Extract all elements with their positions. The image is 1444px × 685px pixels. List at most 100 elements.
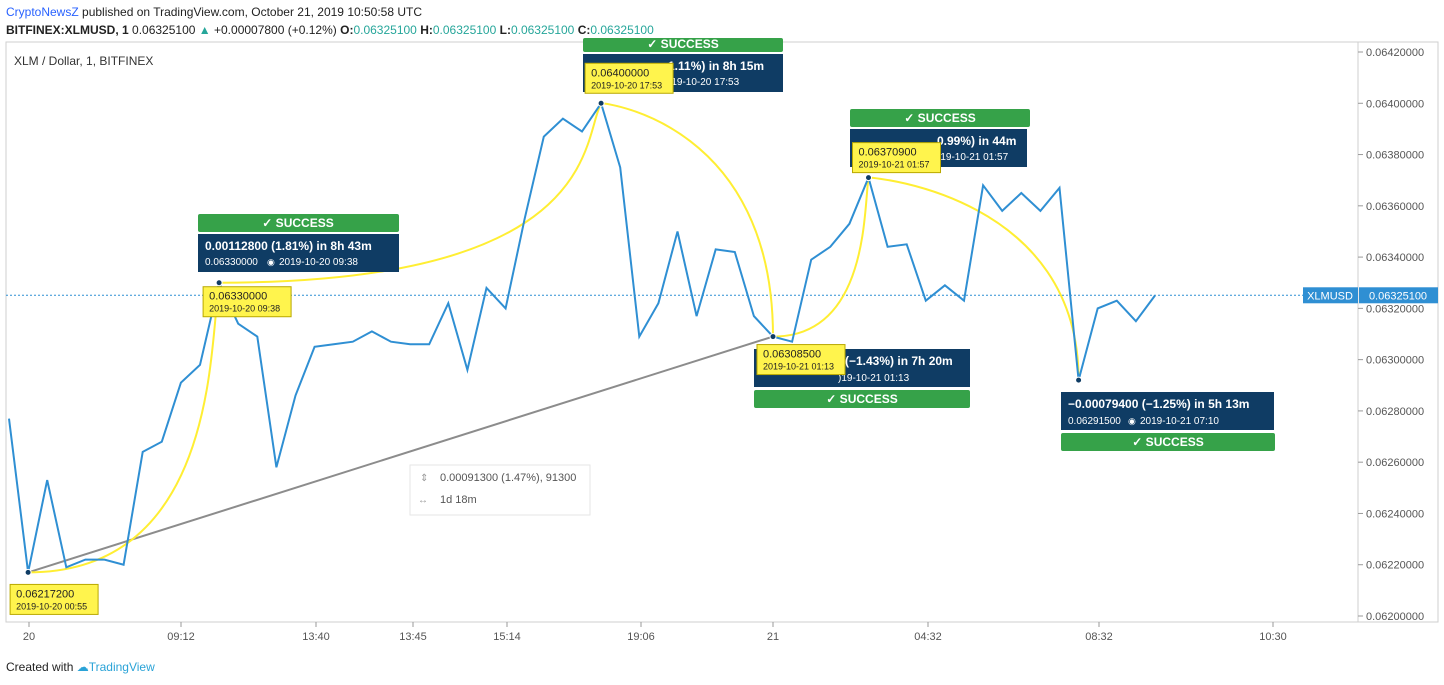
info-date-2: )19-10-20 17:53 [668, 77, 740, 88]
x-tick-label: 04:32 [914, 631, 942, 643]
chart-title: XLM / Dollar, 1, BITFINEX [14, 54, 153, 68]
y-tick-label: 0.06320000 [1366, 303, 1424, 315]
label-box [852, 142, 941, 174]
label-date: 2019-10-20 09:38 [209, 304, 280, 314]
point-marker[interactable] [24, 568, 32, 576]
price-tag-text: 0.06325100 [1369, 290, 1427, 302]
tradingview-link[interactable]: TradingView [88, 660, 155, 674]
publisher-link[interactable]: CryptoNewsZ [6, 5, 79, 19]
point-marker[interactable] [1075, 376, 1083, 384]
point-marker[interactable] [865, 174, 872, 182]
info-line1-1: 0.00112800 (1.81%) in 8h 43m [205, 239, 372, 253]
y-axis: 0.06420000 0.06400000 0.06380000 0.06360000… [1358, 47, 1424, 623]
label-price: 0.06308500 [763, 349, 821, 361]
measure-range-icon: ⇕ [420, 473, 428, 484]
current-price-tag: XLMUSD 0.06325100 [1303, 287, 1438, 304]
last-price: 0.06325100 [132, 23, 196, 37]
info-line1-3: (−1.43%) in 7h 20m [845, 354, 953, 368]
clock-icon-5: ◉ [1128, 416, 1136, 426]
y-tick-label: 0.06360000 [1366, 201, 1424, 213]
measure-price-text: 0.00091300 (1.47%), 91300 [440, 472, 576, 484]
measure-time-text: 1d 18m [440, 494, 477, 506]
info-box-1 [198, 234, 399, 272]
price-series-line [8, 100, 1156, 573]
success-text-2: ✓ SUCCESS [647, 37, 718, 51]
open-label: O: [340, 23, 354, 37]
price-tag [1359, 287, 1438, 304]
info-date-1: 2019-10-20 09:38 [279, 257, 358, 268]
success-badge-5 [1061, 433, 1275, 451]
success-text-3: ✓ SUCCESS [826, 392, 897, 406]
x-tick-label: 21 [767, 631, 779, 643]
measure-box: ⇕ 0.00091300 (1.47%), 91300 ↔ 1d 18m [409, 464, 591, 516]
info-line1-2: 1.11%) in 8h 15m [668, 59, 764, 73]
trend-line [27, 335, 774, 574]
x-tick-label: 10:30 [1259, 631, 1287, 643]
label-box [756, 344, 846, 376]
success-text-1: ✓ SUCCESS [262, 216, 333, 230]
symbol-bar: BITFINEX:XLMUSD, 1 0.06325100 ▲ +0.00007… [6, 23, 654, 37]
info-box-5 [1061, 392, 1274, 430]
high-value: 0.06325100 [432, 23, 497, 37]
point-marker[interactable] [769, 333, 777, 341]
x-tick-label: 13:45 [399, 631, 427, 643]
y-tick-label: 0.06400000 [1366, 98, 1424, 110]
measure-time-icon: ↔ [418, 495, 428, 506]
y-tick-label: 0.06200000 [1366, 611, 1424, 623]
info-date-5: 2019-10-21 07:10 [1140, 416, 1219, 427]
x-tick-label: 08:32 [1085, 631, 1113, 643]
label-date: 2019-10-20 00:55 [16, 601, 87, 611]
change-up-icon: ▲ [198, 23, 211, 37]
info-line1-5: −0.00079400 (−1.25%) in 5h 13m [1068, 397, 1249, 411]
open-value: 0.06325100 [353, 23, 417, 37]
success-text-4: ✓ SUCCESS [904, 111, 975, 125]
projection-arc [28, 282, 221, 574]
close-value: 0.06325100 [590, 23, 654, 37]
annotation-1[interactable]: ✓ SUCCESS 0.00112800 (1.81%) in 8h 43m 0… [198, 214, 399, 272]
x-tick-label: 20 [23, 631, 35, 643]
success-text-5: ✓ SUCCESS [1132, 435, 1203, 449]
high-label: H: [420, 23, 433, 37]
annotation-5[interactable]: −0.00079400 (−1.25%) in 5h 13m 0.0629150… [1061, 392, 1275, 451]
point-marker[interactable] [215, 279, 223, 287]
projection-arc [601, 102, 774, 337]
x-tick-label: 09:12 [167, 631, 195, 643]
info-price-5: 0.06291500 [1068, 416, 1121, 427]
info-line1-4: 0.99%) in 44m [937, 134, 1016, 148]
y-tick-label: 0.06260000 [1366, 457, 1424, 469]
y-tick-label: 0.06380000 [1366, 150, 1424, 162]
projection-arc [868, 176, 1080, 381]
label-box [9, 583, 99, 615]
low-label: L: [499, 23, 511, 37]
published-text: published on TradingView.com, October 21… [82, 5, 423, 19]
symbol-tag-text: XLMUSD [1307, 290, 1353, 302]
projection-arc [219, 102, 602, 284]
info-date-3: )19-10-21 01:13 [838, 373, 910, 384]
y-tick-label: 0.06240000 [1366, 508, 1424, 520]
close-label: C: [577, 23, 591, 37]
label-box [202, 286, 292, 318]
label-date: 2019-10-21 01:57 [859, 160, 930, 170]
y-tick-label: 0.06420000 [1366, 47, 1424, 59]
projection-arc [772, 177, 870, 338]
success-badge-2 [583, 38, 783, 52]
point-marker[interactable] [597, 99, 605, 107]
x-tick-label: 15:14 [493, 631, 521, 643]
info-date-4: )19-10-21 01:57 [937, 152, 1009, 163]
clock-icon-1: ◉ [267, 257, 275, 267]
success-badge-3 [754, 390, 970, 408]
label-price: 0.06330000 [209, 291, 267, 303]
turning-points [24, 99, 1083, 576]
success-badge-4 [850, 109, 1030, 127]
y-tick-label: 0.06280000 [1366, 406, 1424, 418]
created-with-text: Created with [6, 660, 74, 674]
x-tick-label: 13:40 [302, 631, 330, 643]
symbol-label: BITFINEX:XLMUSD, 1 [6, 23, 129, 37]
tradingview-logo-icon[interactable]: ☁ [76, 660, 89, 674]
